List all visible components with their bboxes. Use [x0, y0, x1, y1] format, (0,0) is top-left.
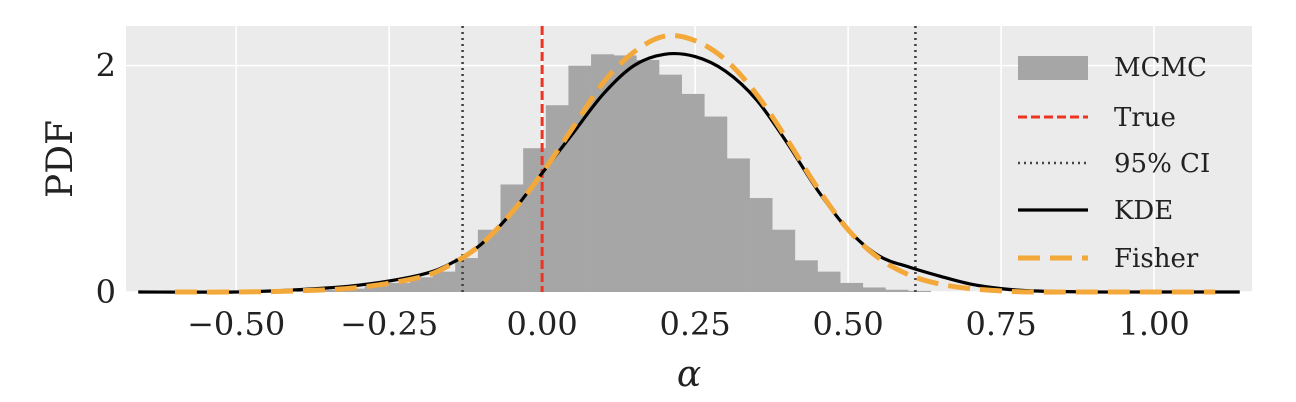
legend-label: Fisher	[1114, 244, 1199, 274]
histogram-bar	[749, 198, 773, 292]
histogram-bar	[523, 148, 547, 292]
y-tick-label: 2	[96, 47, 116, 85]
legend-label: KDE	[1114, 196, 1173, 226]
histogram-bar	[726, 158, 750, 292]
histogram-bar	[659, 74, 682, 293]
y-tick-labels: 02	[96, 47, 116, 311]
histogram-bar	[885, 289, 909, 292]
histogram-bar	[681, 93, 705, 293]
x-axis-label: α	[677, 354, 701, 395]
histogram-bar	[591, 54, 615, 293]
y-tick-label: 0	[96, 273, 116, 311]
histogram-bar	[500, 184, 524, 292]
series-lines	[138, 26, 1240, 295]
histogram-bar	[613, 55, 637, 293]
histogram-bar	[772, 229, 796, 292]
histogram-bar	[455, 258, 479, 292]
x-tick-label: 0.50	[812, 305, 883, 343]
legend-label: 95% CI	[1114, 149, 1210, 179]
histogram-bar	[862, 287, 886, 292]
histogram-bar	[319, 289, 343, 292]
histogram-bar	[908, 290, 932, 292]
histogram-bar	[409, 277, 433, 292]
legend-label: MCMC	[1114, 53, 1207, 83]
x-tick-label: 0.00	[507, 305, 578, 343]
x-tick-label: 0.25	[659, 305, 730, 343]
legend: MCMC True 95% CI KDE Fisher	[1018, 53, 1210, 274]
histogram-bar	[794, 260, 818, 292]
histogram-bar	[840, 282, 864, 292]
x-tick-labels: −0.50 −0.25 0.00 0.25 0.50 0.75 1.00	[187, 305, 1190, 343]
histogram-bar	[477, 229, 501, 292]
y-axis-label: PDF	[40, 120, 81, 198]
x-tick-label: −0.50	[187, 305, 285, 343]
legend-mcmc-swatch	[1018, 56, 1088, 80]
histogram-bars	[296, 54, 932, 293]
histogram-bar	[545, 105, 569, 292]
histogram-bar	[636, 59, 660, 293]
x-tick-label: 0.75	[965, 305, 1036, 343]
histogram-bar	[568, 65, 592, 292]
fisher-line	[174, 33, 1216, 295]
x-tick-label: −0.25	[340, 305, 438, 343]
histogram-bar	[364, 286, 388, 292]
histogram-bar	[817, 271, 841, 292]
histogram-bar	[387, 282, 411, 292]
x-tick-label: 1.00	[1118, 305, 1189, 343]
histogram-bar	[432, 271, 456, 292]
histogram-bar	[704, 116, 728, 292]
legend-label: True	[1114, 103, 1176, 133]
